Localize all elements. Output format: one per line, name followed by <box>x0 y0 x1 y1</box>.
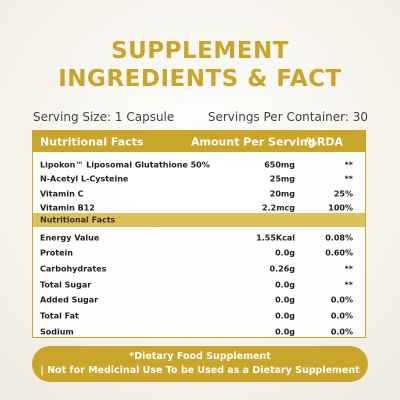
table-cell: 0.0% <box>330 311 353 321</box>
title-line: INGREDIENTS & FACT <box>58 66 342 92</box>
serving-size: Serving Size: 1 Capsule <box>33 110 175 124</box>
table-cell: Protein <box>40 248 73 258</box>
table-cell: 650mg <box>264 160 295 169</box>
table-row: Vitamin B12 2.2mcg 100% <box>33 201 365 216</box>
table-row: Protein 0.0g 0.60% <box>33 246 365 261</box>
table-row: Carbohydrates 0.26g ** <box>33 261 365 276</box>
table-row: Energy Value 1.55Kcal 0.08% <box>33 230 365 245</box>
header-cell: %RDA <box>305 135 343 148</box>
footer-line: *Dietary Food Supplement <box>129 351 271 362</box>
table-cell: Added Sugar <box>40 295 99 305</box>
table-row: Sodium 0.0g 0.0% <box>33 324 365 339</box>
table-row: Vitamin C 20mg 25% <box>33 186 365 201</box>
table-cell: ** <box>344 264 353 274</box>
table-row: Total Sugar 0.0g ** <box>33 277 365 292</box>
table-cell: N-Acetyl L-Cysteine <box>40 174 129 184</box>
table-cell: Lipokon™ Liposomal Glutathione 50% <box>40 160 210 169</box>
table-cell: Vitamin B12 <box>40 203 95 213</box>
title-line: SUPPLEMENT <box>111 38 289 64</box>
table-cell: 100% <box>328 203 353 213</box>
table-cell: ** <box>344 280 353 290</box>
table-cell: 20mg <box>269 189 295 198</box>
table-cell: Carbohydrates <box>40 264 107 274</box>
table-cell: 0.26g <box>269 264 295 274</box>
table-cell: 0.0% <box>330 327 353 337</box>
table-row: Total Fat 0.0g 0.0% <box>33 309 365 324</box>
table-header: Nutritional Facts Amount Per Serving %RD… <box>33 131 365 152</box>
table-subheader: Nutritional Facts <box>33 213 365 227</box>
table-cell: 1.55Kcal <box>256 233 295 242</box>
table-cell: 25% <box>333 189 353 198</box>
table-cell: Sodium <box>40 327 74 337</box>
header-cell: Nutritional Facts <box>40 135 144 148</box>
footer-note: *Dietary Food Supplement | Not for Medic… <box>32 346 368 382</box>
table-cell: 0.0g <box>275 311 295 321</box>
table-row: Added Sugar 0.0g 0.0% <box>33 293 365 308</box>
header-cell: Amount Per Serving <box>191 135 316 148</box>
subheader-text: Nutritional Facts <box>40 215 116 225</box>
table-row: N-Acetyl L-Cysteine 25mg ** <box>33 172 365 187</box>
table-cell: Total Sugar <box>40 280 92 290</box>
table-cell: 0.0g <box>275 327 295 337</box>
table-cell: Total Fat <box>40 311 79 321</box>
footer-line: | Not for Medicinal Use To be Used as a … <box>40 365 360 376</box>
servings-per-container: Servings Per Container: 30 <box>207 110 368 124</box>
table-cell: Vitamin C <box>40 189 84 198</box>
table-cell: 25mg <box>269 174 295 184</box>
table-cell: 0.0g <box>275 295 295 305</box>
facts-table: Nutritional Facts Amount Per Serving %RD… <box>32 130 366 338</box>
table-cell: 0.0g <box>275 280 295 290</box>
table-cell: ** <box>344 174 353 184</box>
table-cell: ** <box>344 160 353 169</box>
table-cell: 0.0g <box>275 248 295 258</box>
table-cell: 0.08% <box>325 233 353 242</box>
table-cell: 2.2mcg <box>262 203 295 213</box>
table-cell: 0.60% <box>325 248 353 258</box>
table-cell: 0.0% <box>330 295 353 305</box>
table-cell: Energy Value <box>40 233 100 242</box>
table-row: Lipokon™ Liposomal Glutathione 50% 650mg *… <box>33 157 365 172</box>
